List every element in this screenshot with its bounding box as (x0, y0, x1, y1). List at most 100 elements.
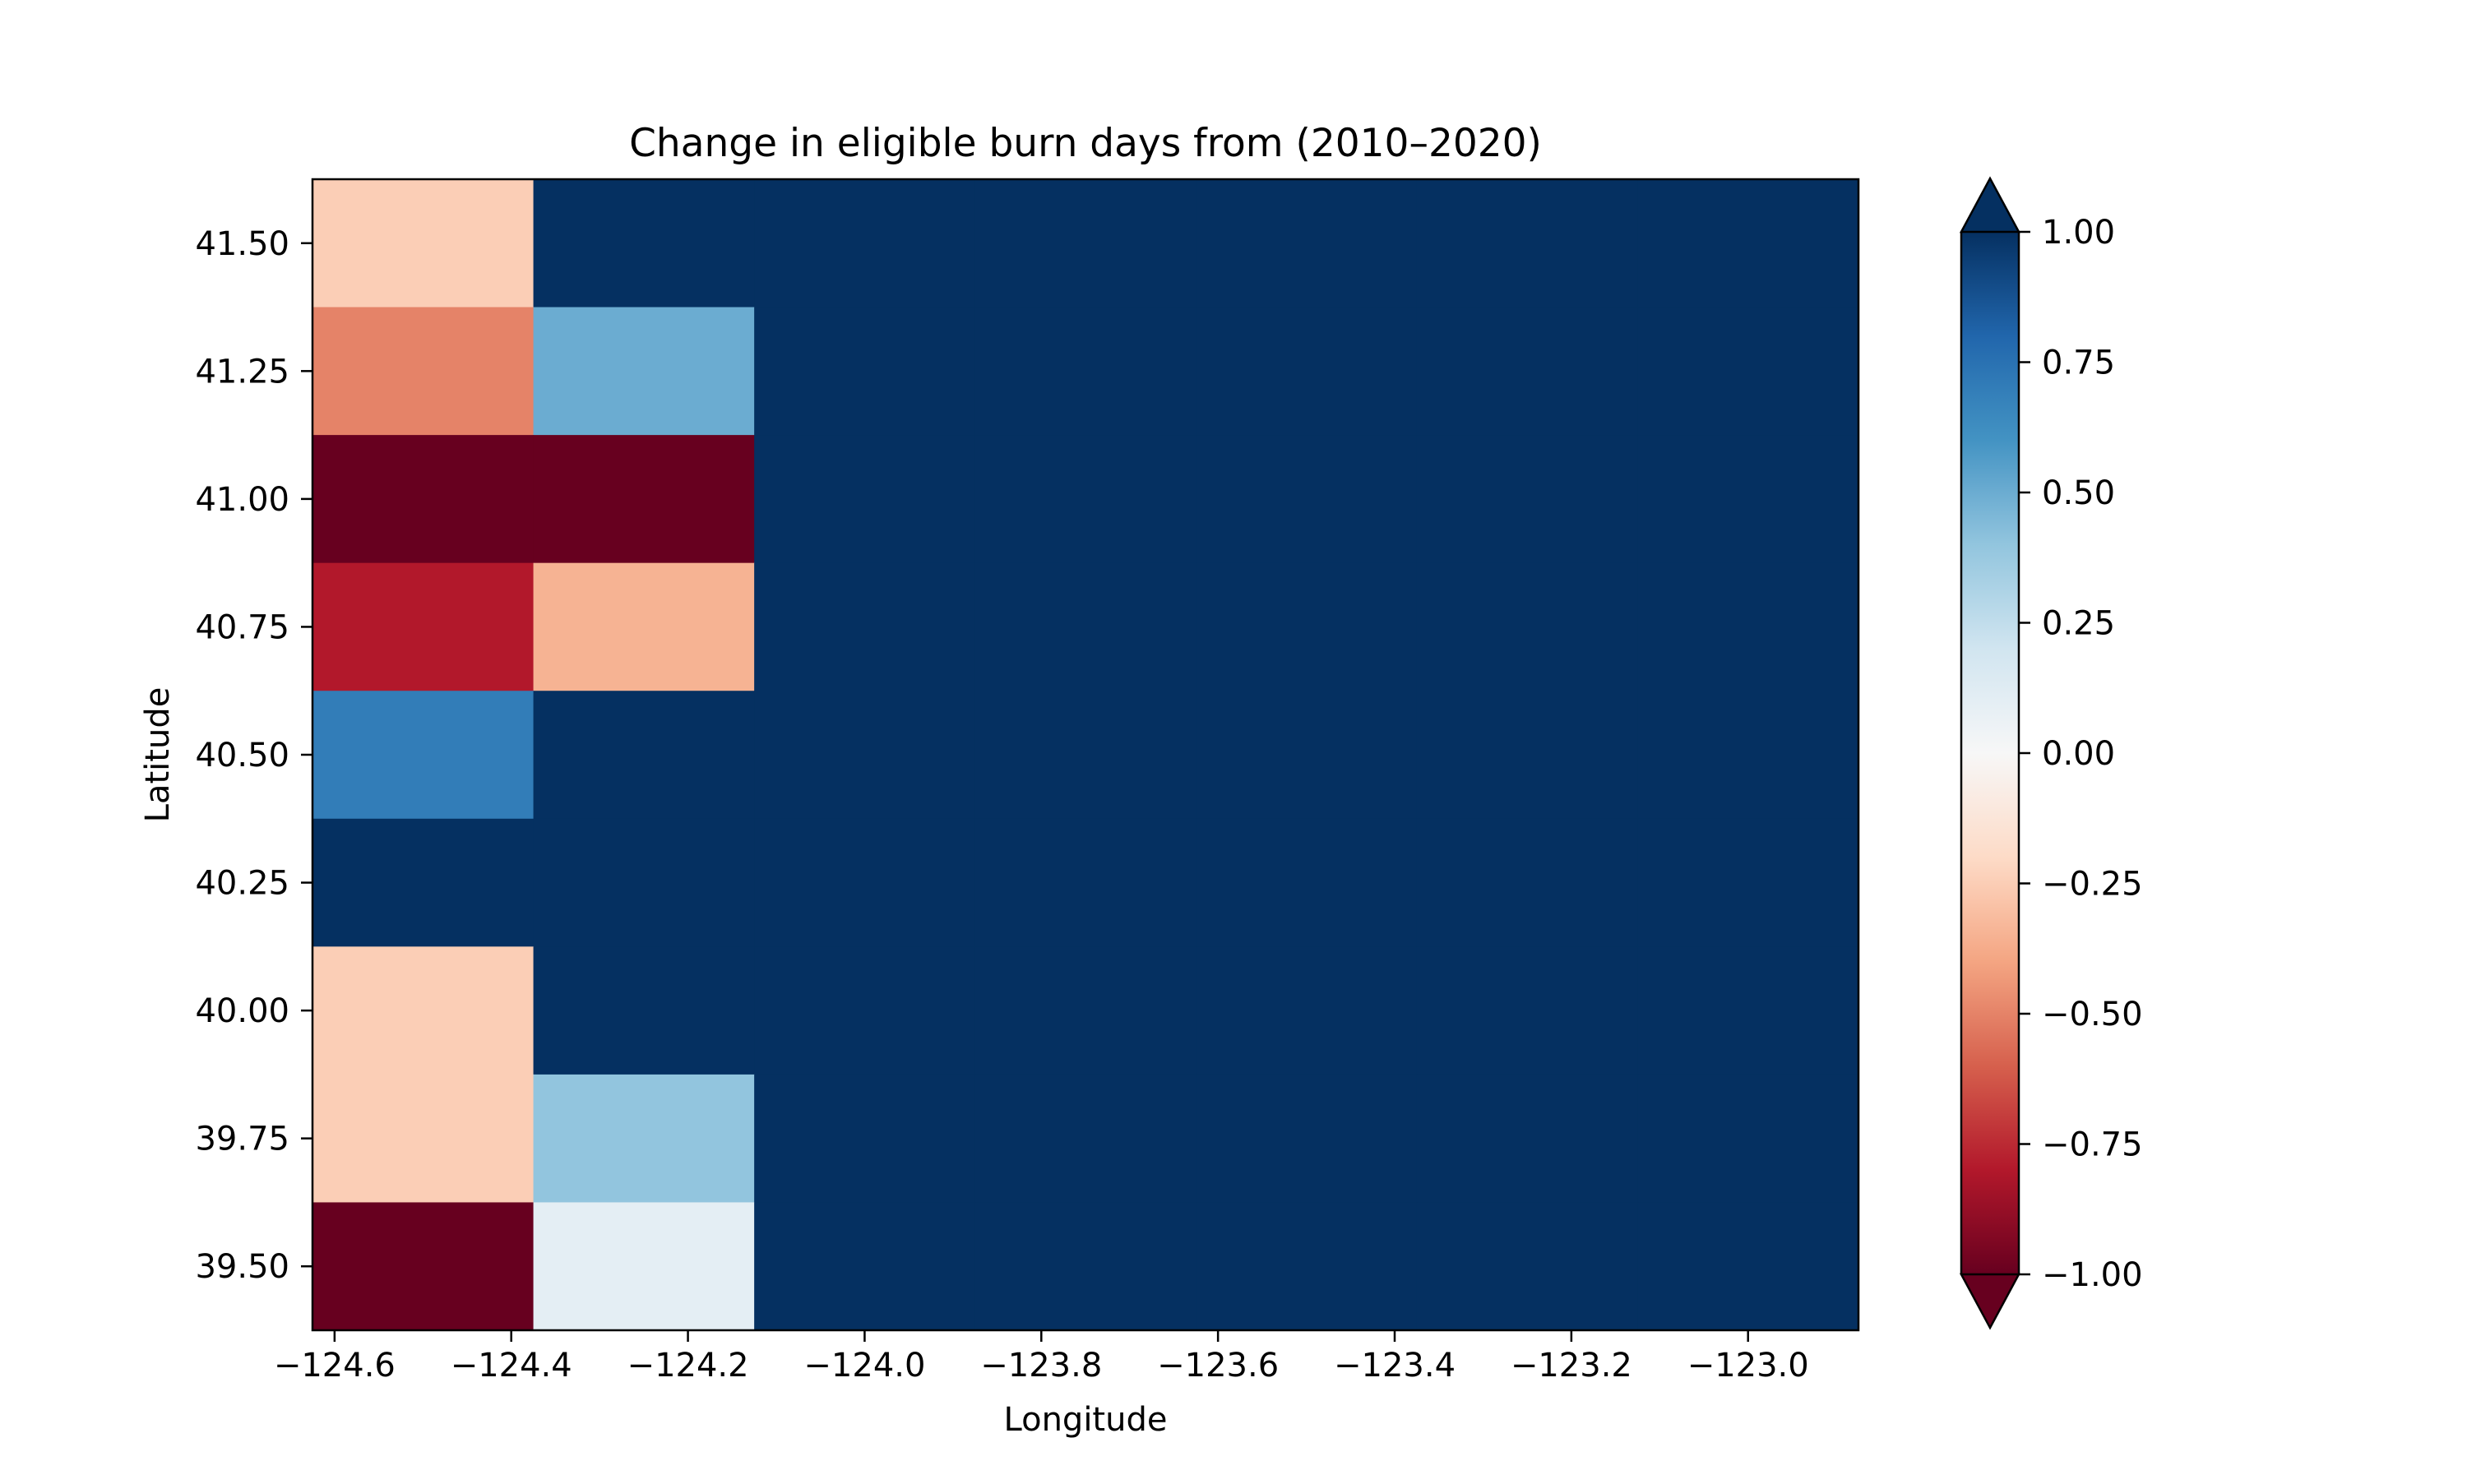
colorbar-tick-label: −0.50 (2042, 996, 2143, 1033)
colorbar-tick-label: 1.00 (2042, 214, 2115, 252)
x-tick-label: −124.6 (274, 1347, 396, 1385)
heatmap-cell (312, 1074, 535, 1204)
heatmap-cell (1416, 307, 1639, 436)
heatmap-cell (1196, 946, 1418, 1075)
heatmap-cell (533, 562, 755, 691)
y-tick-label: 40.75 (195, 608, 289, 646)
heatmap-cell (312, 562, 535, 691)
heatmap-cell (1416, 691, 1639, 820)
heatmap-cell (312, 691, 535, 820)
heatmap-cell (312, 818, 535, 947)
colorbar-tick-label: 0.50 (2042, 474, 2115, 512)
heatmap-cell (754, 818, 976, 947)
heatmap-cell (533, 435, 755, 564)
heatmap-cell (1416, 1074, 1639, 1204)
x-tick-label: −123.4 (1334, 1347, 1456, 1385)
heatmap-cell (312, 1202, 535, 1331)
heatmap-cell (1637, 691, 1859, 820)
colorbar-gradient (1961, 232, 2019, 1274)
heatmap-cell (974, 179, 1196, 308)
heatmap-cell (974, 562, 1196, 691)
heatmap-cell (754, 946, 976, 1075)
x-tick-label: −123.0 (1687, 1347, 1809, 1385)
heatmap-cell (974, 1202, 1196, 1331)
heatmap-cell (974, 818, 1196, 947)
colorbar-tick-label: 0.75 (2042, 344, 2115, 382)
y-axis-label: Latitude (139, 687, 177, 823)
heatmap-cell (974, 307, 1196, 436)
heatmap-cell (1416, 946, 1639, 1075)
heatmap-cell (754, 691, 976, 820)
heatmap-cell (1196, 307, 1418, 436)
heatmap-cell (1196, 818, 1418, 947)
colorbar-tick-label: 0.00 (2042, 735, 2115, 773)
heatmap-cell (533, 691, 755, 820)
heatmap-cell (1416, 562, 1639, 691)
heatmap-cell (1637, 818, 1859, 947)
heatmap-cells (312, 179, 1859, 1331)
x-tick-label: −124.0 (803, 1347, 925, 1385)
heatmap-cell (1196, 1074, 1418, 1204)
heatmap-cell (312, 307, 535, 436)
heatmap-cell (312, 946, 535, 1075)
x-tick-label: −124.2 (627, 1347, 749, 1385)
heatmap-cell (1196, 435, 1418, 564)
heatmap-cell (754, 307, 976, 436)
heatmap-cell (533, 946, 755, 1075)
heatmap-cell (1416, 818, 1639, 947)
y-tick-label: 41.00 (195, 481, 289, 519)
heatmap-cell (754, 562, 976, 691)
heatmap-cell (754, 179, 976, 308)
heatmap-cell (1637, 562, 1859, 691)
colorbar-tick-label: −0.25 (2042, 866, 2143, 904)
heatmap-cell (1416, 179, 1639, 308)
colorbar-extend-max (1959, 176, 2021, 233)
colorbar-tick-label: −0.75 (2042, 1126, 2143, 1164)
heatmap-cell (974, 691, 1196, 820)
y-axis: 39.50 39.75 40.00 40.25 40.50 40.75 41.00 41.25… (195, 225, 312, 1286)
heatmap-cell (1637, 946, 1859, 1075)
heatmap-cell (533, 179, 755, 308)
heatmap-cell (974, 1074, 1196, 1204)
x-axis-label: Longitude (1004, 1401, 1168, 1439)
heatmap-cell (533, 818, 755, 947)
x-tick-label: −124.4 (451, 1347, 572, 1385)
heatmap-cell (1637, 307, 1859, 436)
heatmap-cell (533, 1074, 755, 1204)
heatmap-cell (1637, 435, 1859, 564)
heatmap-cell (1637, 1202, 1859, 1331)
x-tick-label: −123.6 (1157, 1347, 1279, 1385)
heatmap-cell (1196, 562, 1418, 691)
y-tick-label: 41.50 (195, 225, 289, 263)
heatmap-cell (533, 307, 755, 436)
y-tick-label: 39.75 (195, 1121, 289, 1158)
y-tick-label: 39.50 (195, 1248, 289, 1286)
x-tick-label: −123.8 (980, 1347, 1102, 1385)
heatmap-cell (312, 435, 535, 564)
heatmap-cell (533, 1202, 755, 1331)
y-tick-label: 40.25 (195, 865, 289, 903)
colorbar-tick-label: −1.00 (2042, 1256, 2143, 1294)
x-tick-label: −123.2 (1511, 1347, 1632, 1385)
heatmap-cell (1416, 1202, 1639, 1331)
chart-title: Change in eligible burn days from (2010–… (629, 121, 1542, 166)
heatmap-cell (1196, 691, 1418, 820)
heatmap-cell (312, 179, 535, 308)
heatmap-cell (1196, 179, 1418, 308)
heatmap-cell (754, 1202, 976, 1331)
heatmap-cell (974, 435, 1196, 564)
x-axis: −124.6 −124.4 −124.2 −124.0 −123.8 −123.6 −123… (274, 1330, 1809, 1385)
heatmap-cell (754, 1074, 976, 1204)
y-tick-label: 40.50 (195, 737, 289, 774)
heatmap-cell (1637, 1074, 1859, 1204)
colorbar-tick-label: 0.25 (2042, 605, 2115, 643)
heatmap-cell (1416, 435, 1639, 564)
colorbar: 1.00 0.75 0.50 0.25 0.00 −0.25 −0.50 −0.75 −1.00 (1959, 176, 2143, 1330)
colorbar-extend-min (1959, 1273, 2021, 1330)
heatmap-cell (1196, 1202, 1418, 1331)
heatmap-cell (974, 946, 1196, 1075)
y-tick-label: 40.00 (195, 992, 289, 1030)
y-tick-label: 41.25 (195, 353, 289, 391)
